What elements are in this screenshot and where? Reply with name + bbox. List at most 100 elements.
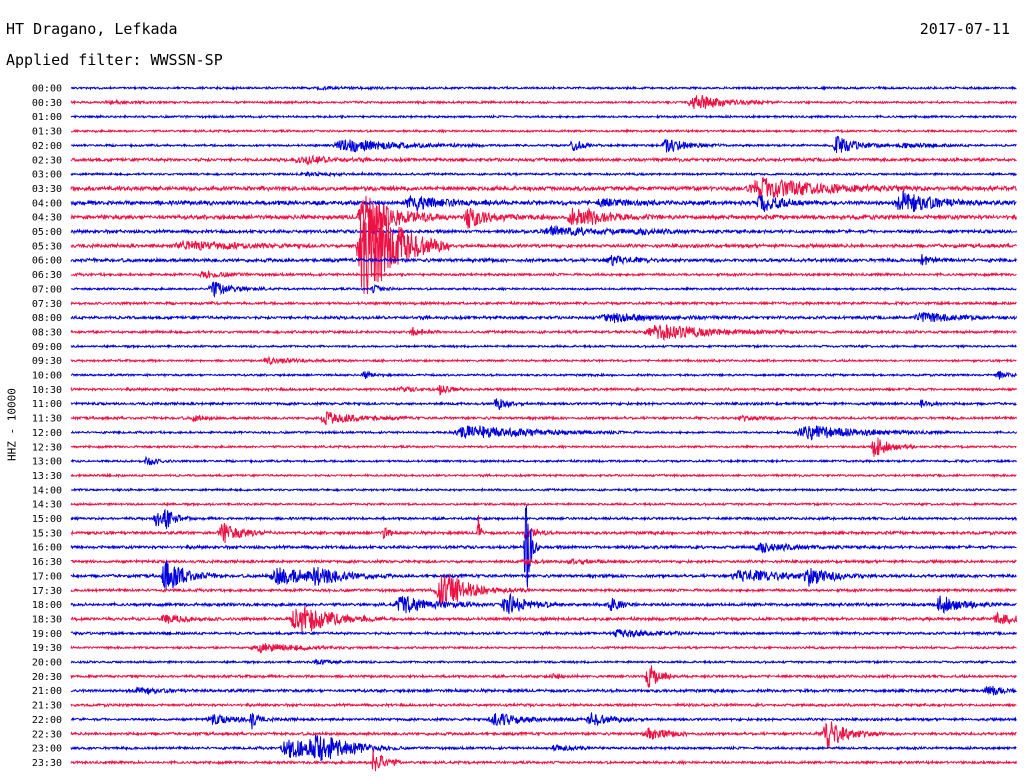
station-title: HT Dragano, Lefkada — [6, 20, 178, 38]
time-tick-label: 05:00 — [32, 227, 62, 238]
trace-line — [70, 113, 1017, 120]
time-tick-label: 20:00 — [32, 658, 62, 669]
trace-line — [70, 324, 1017, 342]
trace-line — [70, 191, 1017, 212]
trace-line — [70, 701, 1017, 709]
time-tick-label: 05:30 — [32, 241, 62, 252]
trace-line — [70, 505, 1017, 588]
time-tick-label: 23:30 — [32, 758, 62, 769]
trace-line — [70, 425, 1017, 441]
time-tick-label: 02:00 — [32, 141, 62, 152]
time-tick-label: 15:00 — [32, 514, 62, 525]
time-tick-label: 22:30 — [32, 729, 62, 740]
time-tick-label: 02:30 — [32, 155, 62, 166]
time-tick-label: 14:30 — [32, 500, 62, 511]
time-tick-label: 03:00 — [32, 170, 62, 181]
trace-line — [70, 712, 1017, 730]
trace-line — [70, 658, 1017, 665]
time-tick-label: 22:00 — [32, 715, 62, 726]
time-tick-label: 17:00 — [32, 571, 62, 582]
trace-line — [70, 685, 1017, 696]
trace-line — [70, 472, 1017, 479]
time-tick-label: 12:00 — [32, 428, 62, 439]
date-label: 2017-07-11 — [919, 20, 1010, 38]
time-tick-label: 19:30 — [32, 643, 62, 654]
time-tick-label: 06:00 — [32, 256, 62, 267]
time-tick-label: 07:30 — [32, 299, 62, 310]
trace-line — [70, 94, 1017, 110]
trace-line — [71, 135, 1017, 154]
time-tick-label: 21:30 — [32, 701, 62, 712]
trace-line — [70, 281, 1017, 299]
trace-line — [70, 437, 1017, 457]
filter-label: Applied filter: WWSSN-SP — [6, 51, 223, 69]
trace-line — [70, 592, 1017, 615]
time-tick-label: 06:30 — [32, 270, 62, 281]
trace-line — [70, 557, 1017, 566]
time-tick-label: 09:00 — [32, 342, 62, 353]
time-tick-label: 04:30 — [32, 213, 62, 224]
time-tick-label: 08:30 — [32, 327, 62, 338]
trace-line — [70, 311, 1017, 324]
trace-line — [70, 411, 1017, 426]
trace-line — [70, 370, 1017, 380]
trace-line — [70, 269, 1017, 280]
time-tick-label: 08:00 — [32, 313, 62, 324]
time-tick-label: 09:30 — [32, 356, 62, 367]
trace-line — [70, 559, 1017, 590]
time-tick-label: 11:30 — [32, 414, 62, 425]
trace-line — [70, 574, 1017, 606]
trace-line — [70, 628, 1017, 639]
time-tick-label: 23:00 — [32, 744, 62, 755]
trace-line — [70, 501, 1017, 508]
time-tick-label: 21:00 — [32, 686, 62, 697]
time-tick-label: 07:00 — [32, 284, 62, 295]
time-tick-label: 13:30 — [32, 471, 62, 482]
time-tick-label: 03:30 — [32, 184, 62, 195]
time-tick-label: 04:00 — [32, 198, 62, 209]
time-tick-label: 16:00 — [32, 543, 62, 554]
trace-line — [70, 665, 1017, 688]
trace-line — [70, 643, 1017, 654]
trace-line — [70, 128, 1017, 135]
trace-line — [70, 508, 1017, 530]
trace-line — [70, 355, 1017, 366]
trace-line — [70, 176, 1017, 200]
trace-line — [70, 300, 1017, 307]
time-tick-label: 14:00 — [32, 485, 62, 496]
trace-line — [70, 154, 1017, 166]
time-tick-label: 10:30 — [32, 385, 62, 396]
time-tick-label: 01:00 — [32, 112, 62, 123]
trace-line — [70, 343, 1017, 350]
trace-line — [70, 195, 1017, 236]
trace-line — [70, 455, 1017, 466]
trace-line — [70, 515, 1017, 544]
trace-line — [70, 85, 1017, 92]
trace-line — [70, 734, 1017, 762]
trace-line — [70, 170, 1017, 178]
trace-line — [70, 486, 1017, 493]
time-tick-label: 00:30 — [32, 98, 62, 109]
trace-line — [70, 197, 1017, 295]
trace-line — [70, 385, 1017, 396]
time-tick-label: 19:00 — [32, 629, 62, 640]
time-tick-label: 11:00 — [32, 399, 62, 410]
trace-line — [70, 606, 1017, 633]
time-tick-label: 00:00 — [32, 84, 62, 95]
time-tick-label: 13:00 — [32, 457, 62, 468]
time-tick-label: 12:30 — [32, 442, 62, 453]
time-tick-label: 18:30 — [32, 614, 62, 625]
trace-line — [70, 721, 1017, 749]
time-tick-label: 01:30 — [32, 127, 62, 138]
trace-line — [70, 224, 1017, 236]
time-tick-label: 16:30 — [32, 557, 62, 568]
time-tick-label: 17:30 — [32, 586, 62, 597]
time-tick-label: 18:00 — [32, 600, 62, 611]
time-tick-label: 15:30 — [32, 528, 62, 539]
trace-line — [70, 398, 1017, 410]
trace-line — [70, 254, 1017, 267]
time-tick-label: 10:00 — [32, 371, 62, 382]
trace-line — [70, 749, 1017, 772]
time-tick-label: 20:30 — [32, 672, 62, 683]
